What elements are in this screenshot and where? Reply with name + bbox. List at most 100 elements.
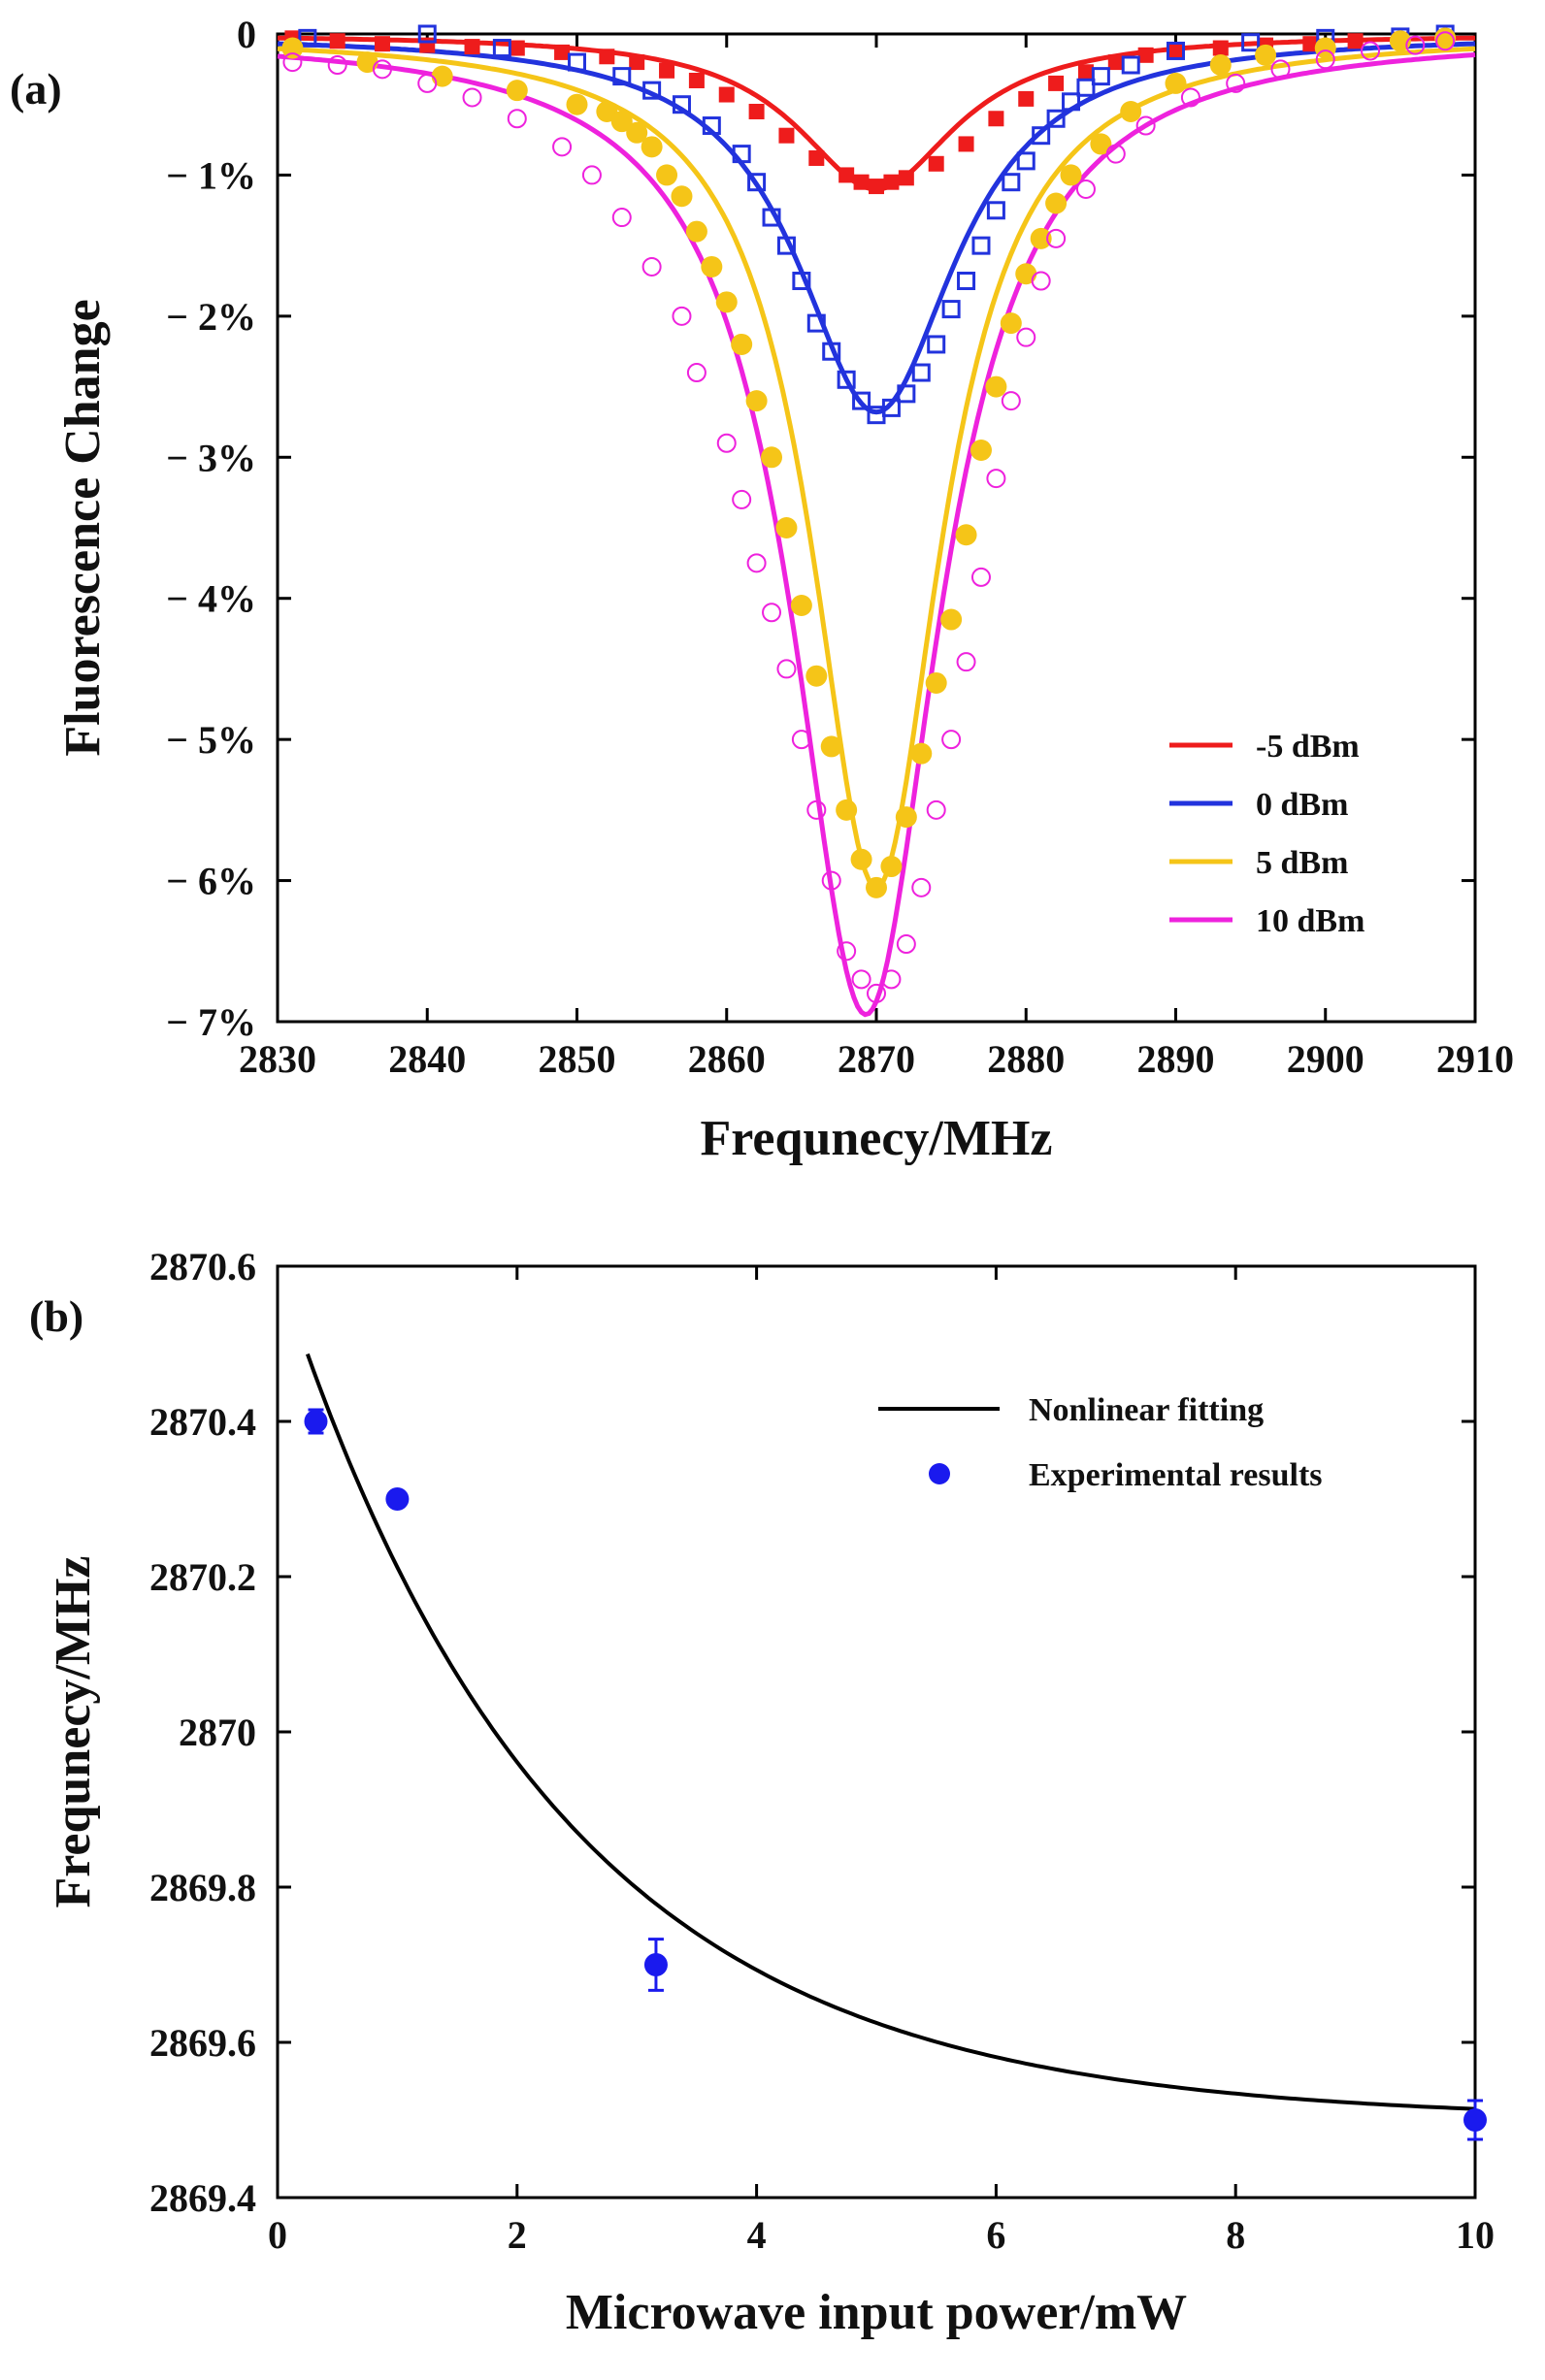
panel-b-y-tick-label: 2870.6 xyxy=(149,1245,256,1288)
data-point--5-dbm xyxy=(554,44,571,60)
data-point-0-dbm xyxy=(776,236,796,255)
data-point-5-dbm xyxy=(895,806,917,829)
data-point-10-dbm xyxy=(327,54,347,75)
data-point-5-dbm xyxy=(925,671,947,694)
data-point--5-dbm xyxy=(853,174,870,190)
data-point-10-dbm xyxy=(282,52,303,73)
data-point-0-dbm xyxy=(1016,151,1035,171)
data-point-5-dbm xyxy=(745,390,768,412)
data-point-5-dbm xyxy=(610,111,633,133)
data-point-0-dbm xyxy=(1091,67,1110,86)
data-point-10-dbm xyxy=(851,969,871,990)
data-point-5-dbm xyxy=(656,164,678,186)
data-point-10-dbm xyxy=(762,603,782,623)
data-point-10-dbm xyxy=(507,109,527,129)
panel-b-y-tick-label: 2870.4 xyxy=(149,1400,256,1444)
data-point-10-dbm xyxy=(1135,115,1156,136)
data-point-0-dbm xyxy=(1121,55,1140,75)
data-point-5-dbm xyxy=(805,665,828,687)
data-point-5-dbm xyxy=(850,848,872,870)
panel-a-label: (a) xyxy=(10,64,62,114)
data-point-10-dbm xyxy=(1105,144,1126,164)
data-point-0-dbm xyxy=(897,384,916,404)
data-point-10-dbm xyxy=(970,567,991,587)
data-point-0-dbm xyxy=(672,95,691,114)
data-point-0-dbm xyxy=(941,300,961,319)
data-point-10-dbm xyxy=(372,59,392,80)
data-point-0-dbm xyxy=(927,335,946,354)
data-point--5-dbm xyxy=(883,174,900,190)
data-point-5-dbm xyxy=(1060,164,1082,186)
data-point-0-dbm xyxy=(1241,33,1261,52)
data-point-0-dbm xyxy=(747,173,767,192)
data-point-0-dbm xyxy=(1062,92,1081,112)
data-point-10-dbm xyxy=(417,73,438,93)
legend-label-5dbm: 5 dBm xyxy=(1256,845,1348,881)
data-point-5-dbm xyxy=(701,255,723,277)
data-point-5-dbm xyxy=(281,37,304,59)
experimental-point xyxy=(643,1953,668,1976)
data-point-5-dbm xyxy=(866,876,887,898)
data-point--5-dbm xyxy=(808,149,825,166)
data-point--5-dbm xyxy=(374,36,390,52)
data-point-5-dbm xyxy=(641,136,663,158)
data-point-0-dbm xyxy=(568,52,586,72)
data-point-5-dbm xyxy=(566,93,588,115)
data-point-10-dbm xyxy=(1270,59,1291,80)
data-point-5-dbm xyxy=(1120,100,1142,122)
data-point-5-dbm xyxy=(671,185,693,208)
data-point-0-dbm xyxy=(881,398,901,417)
panel-b-x-tick-label: 2 xyxy=(508,2213,527,2257)
experimental-point xyxy=(1463,2108,1487,2132)
panel-a-x-tick-label: 2860 xyxy=(688,1037,766,1081)
data-point-0-dbm xyxy=(1002,173,1021,192)
data-point-10-dbm xyxy=(1031,271,1051,291)
data-point-10-dbm xyxy=(1046,228,1067,248)
panel-b-x-tick-label: 4 xyxy=(747,2213,767,2257)
panel-a-y-tick-label: − 4% xyxy=(166,577,256,621)
data-point-5-dbm xyxy=(790,594,812,616)
panel-a-x-tick-label: 2840 xyxy=(388,1037,466,1081)
legend-label-10dbm: 10 dBm xyxy=(1256,903,1364,939)
data-point-10-dbm xyxy=(1075,179,1096,199)
data-point-0-dbm xyxy=(852,391,871,410)
data-point--5-dbm xyxy=(1302,36,1319,52)
data-point-10-dbm xyxy=(641,256,662,277)
panel-b-legend: Nonlinear fitting Experimental results xyxy=(878,1392,1323,1493)
data-point-0-dbm xyxy=(822,342,841,361)
data-point-5-dbm xyxy=(1045,192,1068,214)
panel-a-y-tick-label: − 1% xyxy=(166,153,256,197)
data-point--5-dbm xyxy=(1077,64,1094,81)
data-point-10-dbm xyxy=(791,730,811,750)
data-point-5-dbm xyxy=(910,742,933,765)
panel-a-x-tick-label: 2880 xyxy=(987,1037,1065,1081)
data-point-5-dbm xyxy=(506,80,528,102)
panel-a-y-tick-label: − 2% xyxy=(166,295,256,339)
data-point-10-dbm xyxy=(821,870,841,891)
data-point-0-dbm xyxy=(732,145,751,164)
data-point-0-dbm xyxy=(492,39,511,58)
panel-b-ticks: 0 2 4 6 8 10 2869.4 2869.6 2869.8 2870 2870.2 2870.… xyxy=(149,1245,1495,2257)
data-point-0-dbm xyxy=(612,67,632,86)
panel-b-data-points xyxy=(304,1408,1487,2141)
data-point-5-dbm xyxy=(1255,44,1277,66)
data-point-5-dbm xyxy=(1000,312,1022,335)
data-point--5-dbm xyxy=(958,136,974,152)
data-point-10-dbm xyxy=(611,208,632,228)
data-point--5-dbm xyxy=(748,103,765,119)
panel-a-x-tick-label: 2900 xyxy=(1287,1037,1364,1081)
nonlinear-fit-curve xyxy=(306,1353,1476,2111)
data-point-10-dbm xyxy=(837,941,857,962)
data-point-0-dbm xyxy=(1032,126,1051,146)
data-point-0-dbm xyxy=(1076,78,1096,97)
data-point-10-dbm xyxy=(716,433,737,453)
data-point-0-dbm xyxy=(792,272,811,290)
data-point-10-dbm xyxy=(867,983,886,1003)
data-point-5-dbm xyxy=(985,375,1007,398)
data-point-10-dbm xyxy=(986,469,1006,489)
panel-a-x-tick-label: 2830 xyxy=(239,1037,316,1081)
panel-a-y-tick-label: − 3% xyxy=(166,436,256,479)
panel-b-y-tick-label: 2869.4 xyxy=(149,2176,256,2220)
data-point-10-dbm xyxy=(1435,31,1456,51)
